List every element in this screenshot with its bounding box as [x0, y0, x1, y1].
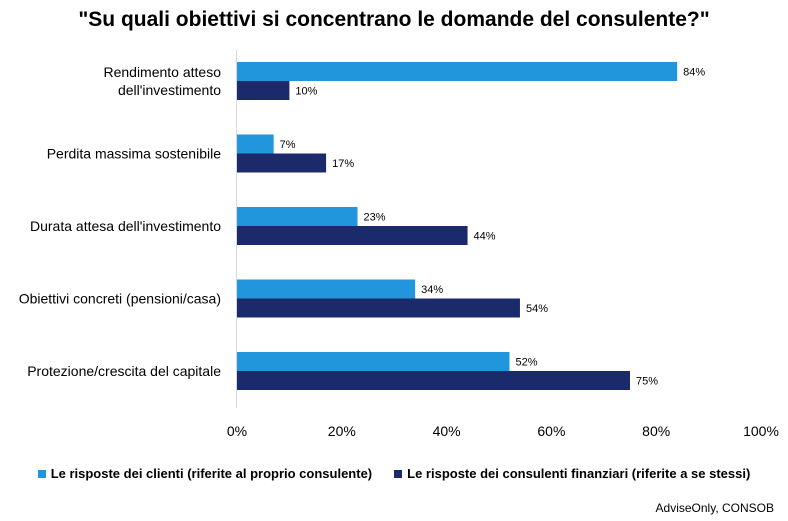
bar-consulenti-4	[237, 371, 630, 390]
x-tick-label-3: 60%	[537, 423, 565, 439]
data-label-clienti-1: 7%	[280, 139, 296, 151]
data-label-consulenti-3: 54%	[526, 303, 548, 315]
legend-item-consulenti: Le risposte dei consulenti finanziari (r…	[394, 466, 750, 481]
data-label-clienti-4: 52%	[515, 357, 537, 369]
category-label-0-line-1: dell'investimento	[118, 82, 221, 98]
data-label-clienti-3: 34%	[421, 284, 443, 296]
legend: Le risposte dei clienti (riferite al pro…	[0, 466, 788, 481]
x-tick-label-5: 100%	[743, 423, 779, 439]
data-label-consulenti-2: 44%	[474, 231, 496, 243]
chart-title: "Su quali obiettivi si concentrano le do…	[78, 8, 710, 31]
source-note: AdviseOnly, CONSOB	[655, 501, 774, 515]
bar-consulenti-0	[237, 81, 290, 100]
category-label-2: Durata attesa dell'investimento	[30, 218, 221, 234]
bar-clienti-0	[237, 62, 678, 81]
legend-label-consulenti: Le risposte dei consulenti finanziari (r…	[407, 466, 751, 481]
bar-clienti-2	[237, 207, 358, 226]
data-label-clienti-2: 23%	[364, 212, 386, 224]
category-label-3: Obiettivi concreti (pensioni/casa)	[19, 291, 221, 307]
labels-layer: 84% 10% Rendimento atteso dell'investimento…	[19, 64, 779, 439]
bar-consulenti-2	[237, 226, 468, 245]
legend-swatch-clienti	[37, 469, 46, 478]
data-label-clienti-0: 84%	[683, 67, 705, 79]
data-label-consulenti-0: 10%	[295, 86, 317, 98]
data-label-consulenti-1: 17%	[332, 158, 354, 170]
legend-label-clienti: Le risposte dei clienti (riferite al pro…	[50, 466, 373, 481]
bar-clienti-4	[237, 352, 510, 371]
x-tick-label-2: 40%	[433, 423, 461, 439]
bar-consulenti-1	[237, 153, 327, 173]
bar-consulenti-3	[237, 298, 520, 318]
legend-swatch-consulenti	[394, 469, 403, 478]
bar-clienti-3	[237, 279, 416, 299]
bars-layer	[237, 62, 678, 390]
x-tick-label-4: 80%	[642, 423, 670, 439]
bar-clienti-1	[237, 134, 274, 154]
data-label-consulenti-4: 75%	[636, 376, 658, 388]
category-label-1: Perdita massima sostenibile	[47, 146, 222, 162]
category-label-4: Protezione/crescita del capitale	[27, 363, 221, 379]
category-label-0-line-0: Rendimento atteso	[103, 64, 221, 80]
x-tick-label-1: 20%	[328, 423, 356, 439]
x-tick-label-0: 0%	[227, 423, 247, 439]
legend-item-clienti: Le risposte dei clienti (riferite al pro…	[37, 466, 373, 481]
